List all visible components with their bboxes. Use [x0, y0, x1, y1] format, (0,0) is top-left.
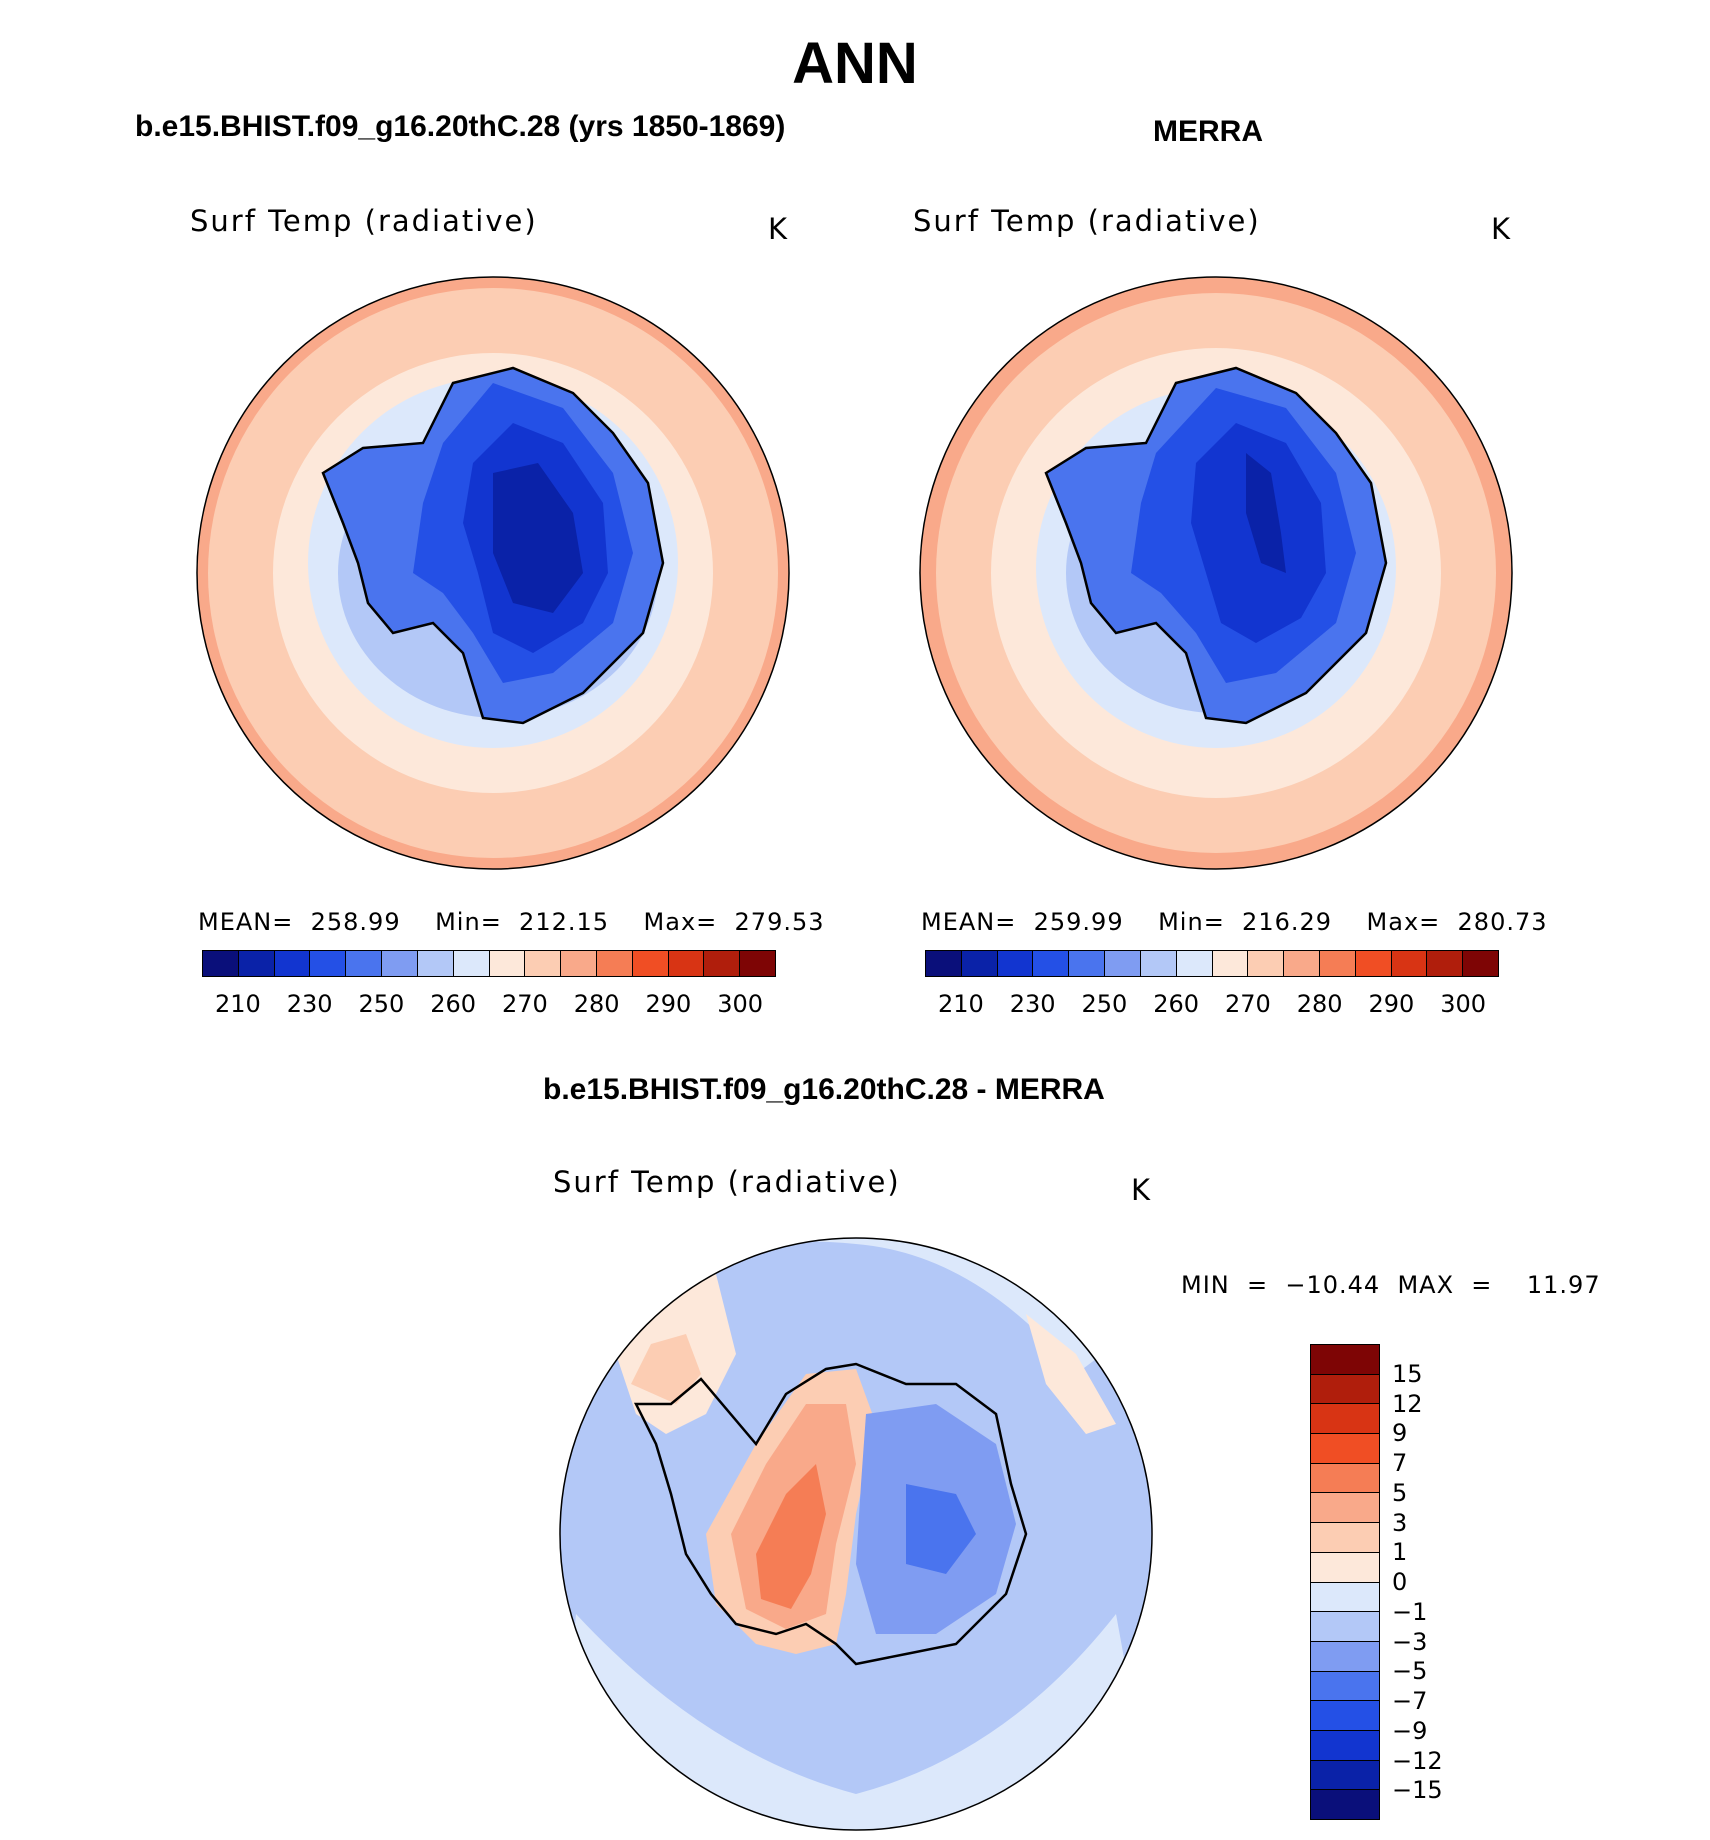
model-colorbar-box	[382, 951, 418, 976]
diff-colorbar-box	[1311, 1790, 1379, 1819]
model-polar-map	[196, 276, 790, 870]
diff-colorbar-tick-label: 9	[1392, 1419, 1408, 1448]
diff-colorbar-tick-label: 0	[1392, 1568, 1408, 1596]
merra-colorbar-box	[1463, 951, 1498, 976]
diff-colorbar-tick-label: 1	[1392, 1538, 1408, 1567]
merra-colorbar-box	[961, 951, 998, 976]
diff-colorbar-box	[1311, 1404, 1379, 1435]
diff-colorbar-box	[1311, 1463, 1379, 1494]
diff-colorbar-box	[1311, 1552, 1379, 1583]
diff-colorbar-box	[1311, 1760, 1379, 1791]
diff-colorbar-tick-label: 7	[1392, 1449, 1408, 1477]
merra-variable-label: Surf Temp (radiative)	[913, 204, 1261, 238]
diff-colorbar-tick-label: 12	[1392, 1389, 1423, 1418]
diff-colorbar-box	[1311, 1641, 1379, 1672]
merra-colorbar-box	[1176, 951, 1213, 976]
model-colorbar-box	[489, 951, 526, 976]
merra-colorbar-box	[1033, 951, 1070, 976]
model-colorbar-box	[704, 951, 741, 976]
diff-variable-label: Surf Temp (radiative)	[553, 1165, 901, 1199]
model-colorbar-tick-label: 280	[573, 990, 620, 1018]
model-colorbar-box	[453, 951, 490, 976]
model-colorbar-box	[346, 951, 383, 976]
merra-colorbar-box	[1355, 951, 1392, 976]
diff-colorbar-box	[1311, 1671, 1379, 1702]
diff-colorbar-ticks: 15 12 9 7 5 3 1 0 −1 −3 −5 −7 −9 −12 −15	[1392, 1344, 1512, 1820]
merra-polar-map	[919, 276, 1513, 870]
merra-stats: MEAN= 259.99 Min= 216.29 Max= 280.73	[921, 908, 1548, 936]
figure-title: ANN	[792, 31, 918, 96]
model-stats: MEAN= 258.99 Min= 212.15 Max= 279.53	[198, 908, 825, 936]
diff-colorbar-tick-label: −5	[1392, 1657, 1428, 1686]
diff-colorbar-box	[1311, 1345, 1379, 1375]
model-colorbar	[202, 950, 776, 977]
merra-units-label: K	[1491, 212, 1513, 246]
merra-colorbar-tick-label: 300	[1440, 990, 1487, 1018]
model-colorbar-box	[310, 951, 347, 976]
model-colorbar-box	[632, 951, 669, 976]
model-variable-label: Surf Temp (radiative)	[190, 204, 538, 238]
diff-polar-map	[559, 1237, 1153, 1831]
model-colorbar-box	[274, 951, 311, 976]
diff-colorbar-tick-label: 3	[1392, 1508, 1408, 1537]
model-colorbar-box	[668, 951, 705, 976]
model-colorbar-box	[596, 951, 633, 976]
merra-panel-title: MERRA	[1153, 115, 1263, 148]
diff-colorbar	[1310, 1344, 1380, 1820]
diff-colorbar-box	[1311, 1493, 1379, 1524]
merra-colorbar-box	[1248, 951, 1285, 976]
model-colorbar-box	[561, 951, 597, 976]
model-colorbar-tick-label: 270	[501, 990, 548, 1018]
diff-colorbar-tick-label: −15	[1392, 1776, 1443, 1805]
merra-colorbar-tick-label: 280	[1296, 990, 1343, 1018]
merra-colorbar-box	[997, 951, 1034, 976]
diff-colorbar-box	[1311, 1523, 1379, 1553]
merra-colorbar-tick-label: 260	[1153, 990, 1200, 1018]
diff-colorbar-tick-label: 5	[1392, 1478, 1408, 1507]
model-colorbar-tick-label: 210	[214, 990, 261, 1018]
diff-colorbar-box	[1311, 1730, 1379, 1761]
merra-colorbar-tick-label: 230	[1009, 990, 1056, 1018]
model-colorbar-tick-label: 300	[717, 990, 764, 1018]
diff-colorbar-tick-label: 15	[1392, 1359, 1423, 1388]
diff-stats: MIN = −10.44 MAX = 11.97	[1181, 1271, 1601, 1299]
merra-colorbar	[925, 950, 1499, 977]
merra-colorbar-box	[926, 951, 962, 976]
model-colorbar-box	[740, 951, 775, 976]
diff-colorbar-tick-label: −9	[1392, 1716, 1428, 1745]
merra-colorbar-tick-label: 250	[1081, 990, 1128, 1018]
model-units-label: K	[768, 212, 790, 246]
model-colorbar-tick-label: 230	[286, 990, 333, 1018]
merra-colorbar-tick-label: 290	[1368, 990, 1415, 1018]
model-colorbar-tick-label: 260	[430, 990, 477, 1018]
diff-colorbar-box	[1311, 1701, 1379, 1731]
model-colorbar-tick-label: 250	[358, 990, 405, 1018]
merra-colorbar-box	[1391, 951, 1428, 976]
merra-colorbar-box	[1427, 951, 1464, 976]
diff-colorbar-tick-label: −12	[1392, 1746, 1443, 1775]
model-colorbar-box	[203, 951, 239, 976]
diff-colorbar-tick-label: −1	[1392, 1597, 1428, 1626]
diff-colorbar-box	[1311, 1374, 1379, 1405]
model-panel-title: b.e15.BHIST.f09_g16.20thC.28 (yrs 1850-1…	[135, 110, 786, 143]
merra-colorbar-tick-label: 210	[937, 990, 984, 1018]
model-colorbar-tick-label: 290	[645, 990, 692, 1018]
merra-colorbar-box	[1069, 951, 1106, 976]
merra-colorbar-box	[1212, 951, 1249, 976]
diff-colorbar-tick-label: −3	[1392, 1627, 1428, 1656]
diff-panel-title: b.e15.BHIST.f09_g16.20thC.28 - MERRA	[543, 1073, 1105, 1106]
merra-colorbar-box	[1319, 951, 1356, 976]
diff-units-label: K	[1131, 1173, 1153, 1207]
model-colorbar-box	[525, 951, 562, 976]
model-colorbar-box	[417, 951, 454, 976]
merra-colorbar-box	[1105, 951, 1141, 976]
diff-colorbar-box	[1311, 1582, 1379, 1613]
merra-colorbar-tick-label: 270	[1224, 990, 1271, 1018]
merra-colorbar-box	[1140, 951, 1177, 976]
merra-colorbar-box	[1284, 951, 1320, 976]
diff-colorbar-box	[1311, 1612, 1379, 1642]
diff-colorbar-box	[1311, 1434, 1379, 1464]
model-colorbar-box	[238, 951, 275, 976]
diff-colorbar-tick-label: −7	[1392, 1687, 1428, 1715]
